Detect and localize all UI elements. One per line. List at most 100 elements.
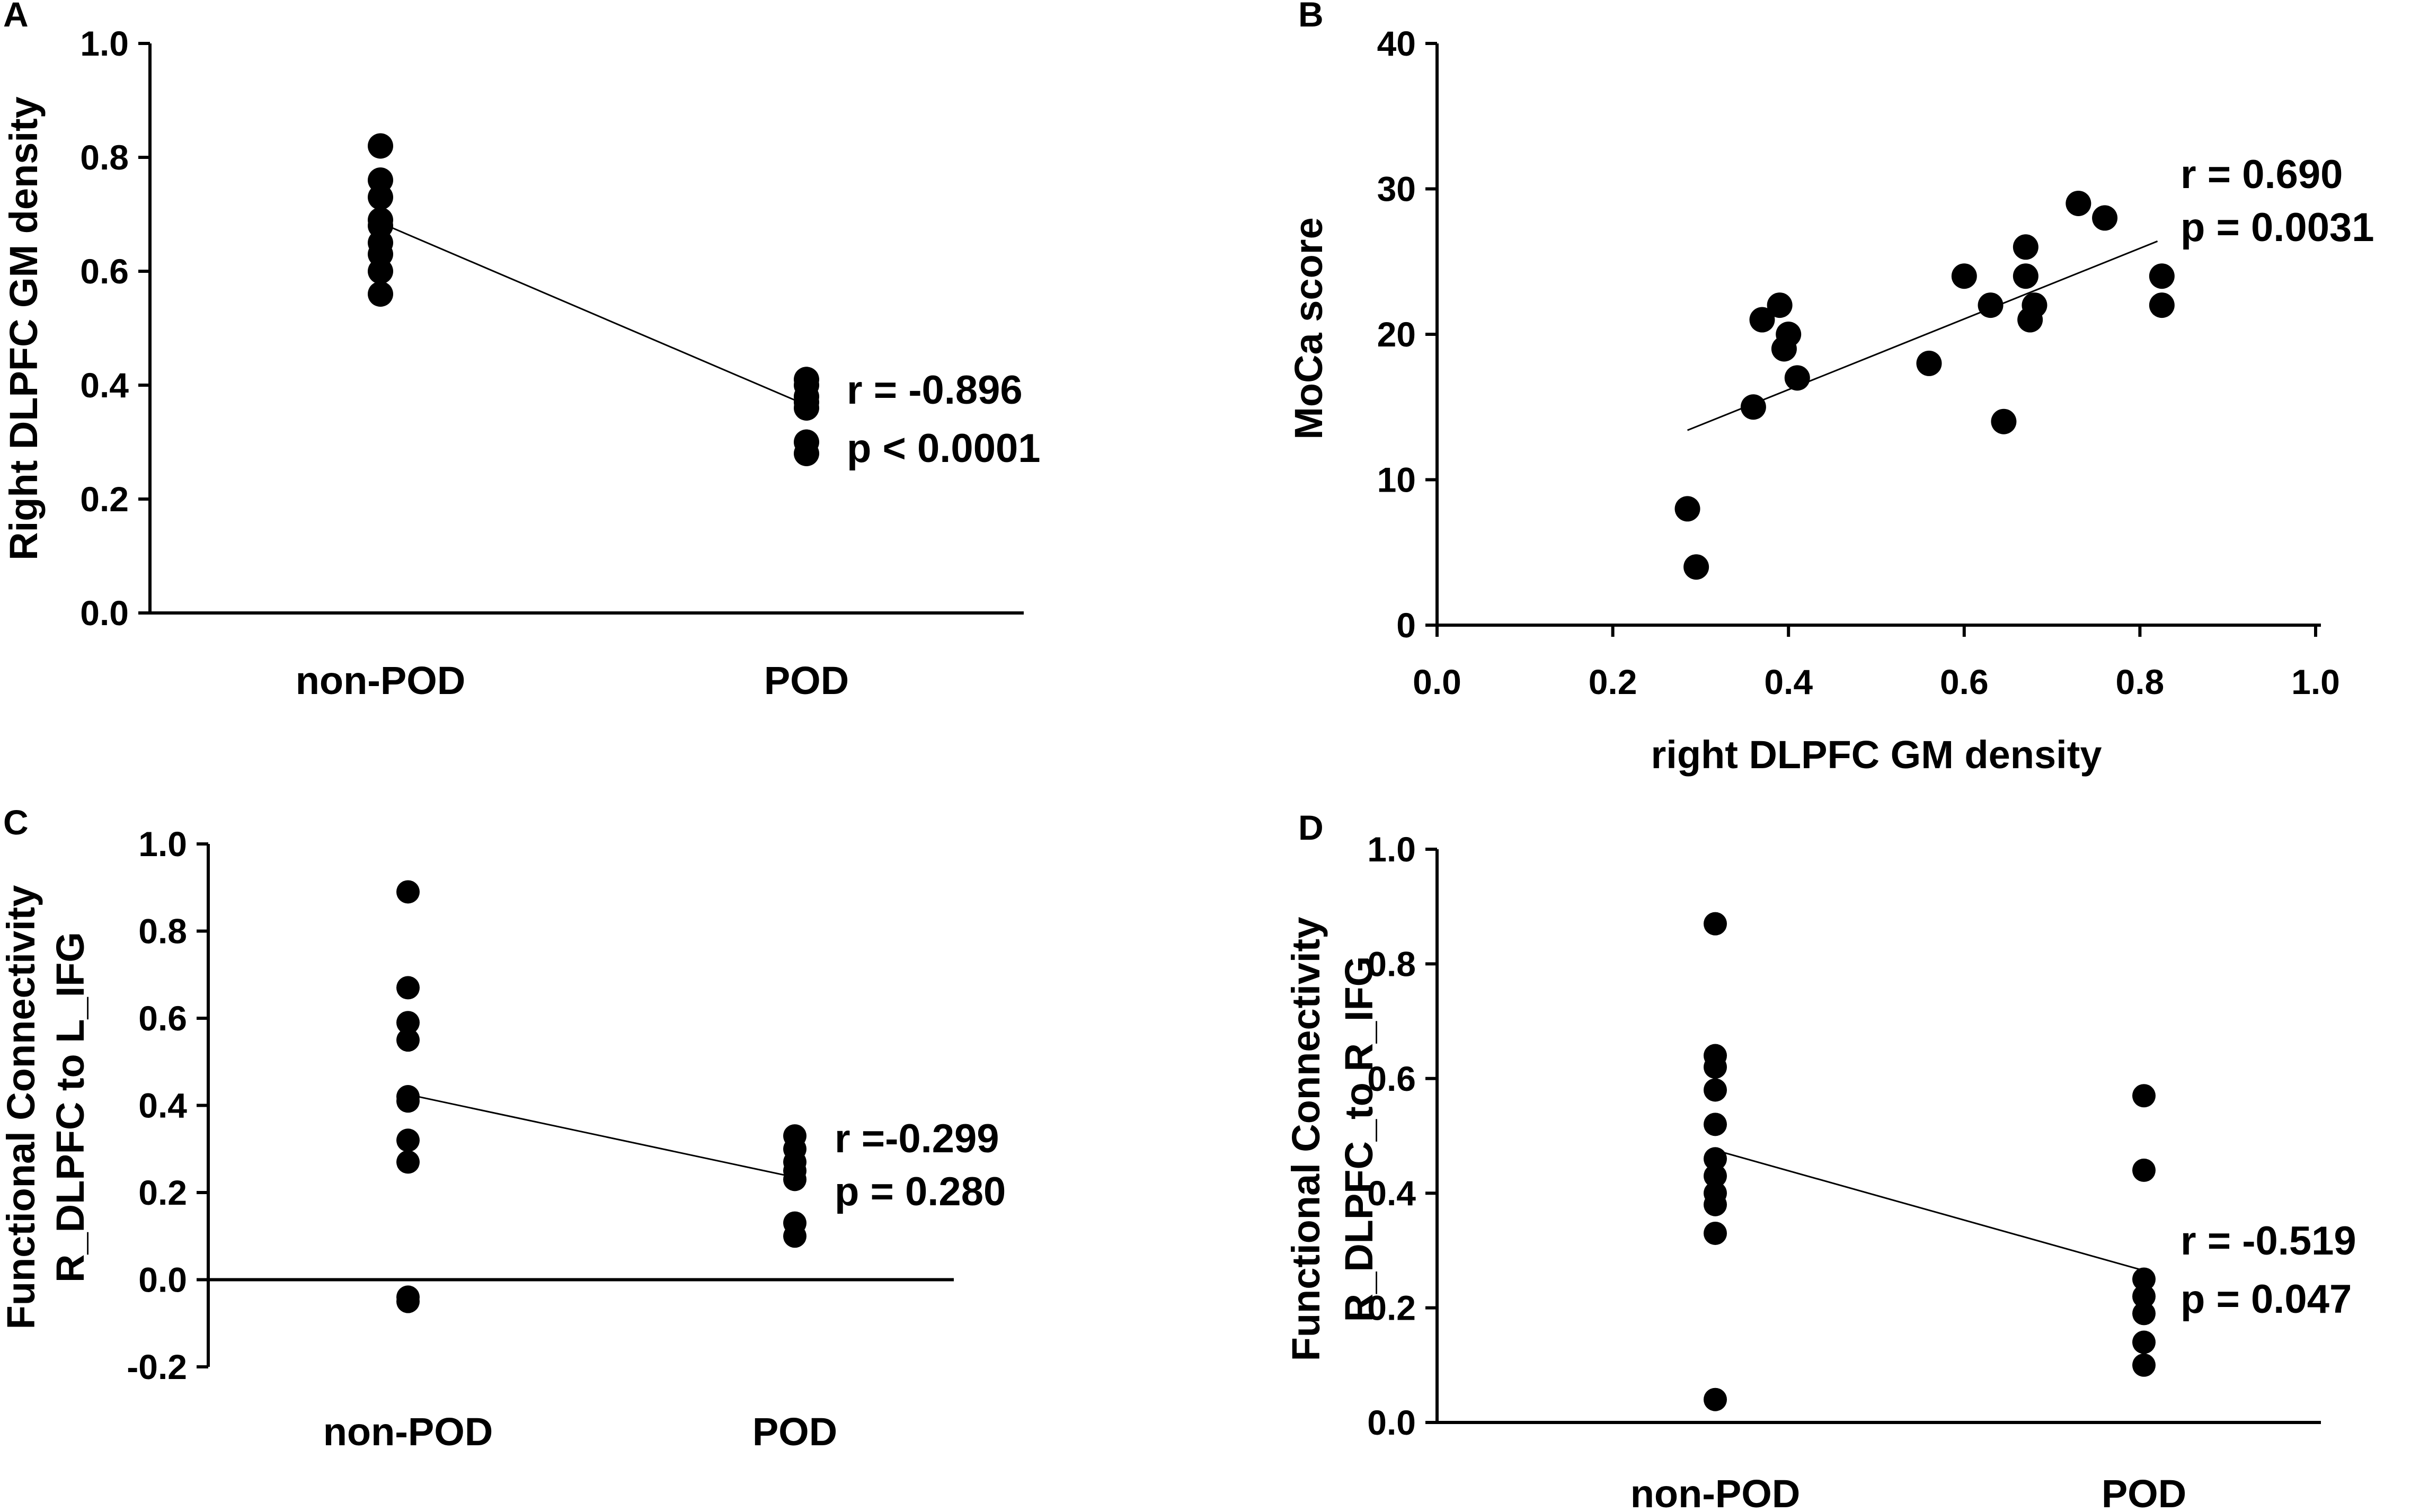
data-point <box>1704 912 1727 936</box>
y-tick-label: 10 <box>1377 460 1416 500</box>
data-point <box>1704 1147 1727 1171</box>
panel-label: C <box>3 803 29 842</box>
data-point <box>783 1168 806 1191</box>
x-tick-label: 1.0 <box>2291 662 2340 701</box>
stat-p: p = 0.047 <box>2180 1277 2352 1322</box>
data-point <box>2132 1330 2156 1354</box>
data-point <box>396 976 420 1000</box>
x-tick-label: 0.0 <box>1413 662 1461 701</box>
y-tick-label: 0.2 <box>80 479 129 519</box>
x-category-label: non-POD <box>1630 1472 1801 1512</box>
y-tick-label: 0.0 <box>138 1260 187 1300</box>
data-point <box>2132 1158 2156 1182</box>
y-axis-title-line2: R_DLPFC to L_IFG <box>48 932 92 1283</box>
data-point <box>1916 350 1942 376</box>
y-tick-label: 0.6 <box>1367 1059 1416 1098</box>
x-tick-label: 0.8 <box>2116 662 2165 701</box>
data-point <box>368 259 393 284</box>
data-point <box>396 1128 420 1152</box>
data-point <box>1740 394 1766 420</box>
stat-p: p = 0.280 <box>835 1169 1006 1214</box>
data-point <box>2132 1284 2156 1308</box>
y-tick-label: 0 <box>1396 606 1416 645</box>
data-point <box>368 133 393 159</box>
panel-d: D 0.0 0.2 0.4 0.6 0.8 1.0 Functional Connectivi… <box>1284 808 2356 1512</box>
data-point <box>2132 1084 2156 1108</box>
data-point <box>2066 190 2091 216</box>
data-point <box>2013 263 2038 289</box>
panel-label: D <box>1298 808 1324 847</box>
data-point <box>1704 1388 1727 1411</box>
data-point <box>2022 292 2047 318</box>
y-axis-title: Functional Connectivity <box>1284 917 1328 1362</box>
y-tick-label: 0.6 <box>80 252 129 291</box>
y-tick-label: 0.8 <box>1367 944 1416 983</box>
y-axis-title: MoCa score <box>1287 217 1331 439</box>
data-point <box>794 395 819 421</box>
x-category-label: non-POD <box>323 1410 493 1454</box>
y-tick-label: 0.8 <box>80 138 129 177</box>
x-category-label: non-POD <box>296 659 466 702</box>
x-tick-label: 0.4 <box>1764 662 1813 701</box>
y-axis-title: Functional Connectivity <box>0 885 43 1330</box>
y-tick-label: 1.0 <box>1367 830 1416 869</box>
data-point <box>396 1089 420 1113</box>
y-tick-label: 0.2 <box>138 1173 187 1212</box>
y-tick-label: 0.6 <box>138 999 187 1038</box>
data-point <box>1776 322 1802 347</box>
stat-r: r = 0.690 <box>2180 152 2343 197</box>
y-tick-label: -0.2 <box>127 1347 187 1386</box>
data-point <box>1674 496 1700 522</box>
data-point <box>396 1150 420 1174</box>
data-point <box>783 1224 806 1248</box>
y-tick-label: 0.4 <box>1367 1173 1416 1213</box>
panel-a: A 0.0 0.2 0.4 0.6 0.8 1.0 Right DLPFC GM densit… <box>2 0 1041 702</box>
data-point <box>2013 234 2038 260</box>
data-point <box>1704 1113 1727 1136</box>
data-point <box>396 1011 420 1035</box>
y-tick-label: 0.0 <box>80 593 129 633</box>
x-category-label: POD <box>752 1410 837 1454</box>
x-tick-label: 0.6 <box>1940 662 1989 701</box>
panel-label: B <box>1298 0 1324 34</box>
y-tick-label: 0.4 <box>80 366 129 405</box>
y-tick-label: 20 <box>1377 315 1416 354</box>
data-point <box>368 184 393 210</box>
data-point <box>1704 1164 1727 1188</box>
panel-label: A <box>3 0 29 34</box>
y-axis-title-line2: R_DLPFC_to R_IFG <box>1337 956 1381 1322</box>
data-point <box>2132 1353 2156 1377</box>
y-tick-label: 30 <box>1377 170 1416 209</box>
data-point <box>1683 554 1709 580</box>
data-point <box>1704 1078 1727 1102</box>
data-point <box>1704 1221 1727 1245</box>
fit-line <box>1687 240 2158 431</box>
x-category-label: POD <box>2102 1472 2186 1512</box>
data-point <box>2132 1302 2156 1326</box>
data-point <box>1978 292 2004 318</box>
data-point <box>396 1289 420 1313</box>
y-tick-label: 1.0 <box>138 824 187 864</box>
data-point <box>2149 263 2175 289</box>
data-point <box>1991 408 2017 434</box>
data-point <box>1704 1055 1727 1079</box>
stat-p: p = 0.0031 <box>2180 205 2374 250</box>
panel-c: C -0.2 0.0 0.2 0.4 0.6 0.8 1.0 Functional Connec… <box>0 803 1006 1454</box>
mean-line <box>1715 1149 2144 1271</box>
stat-r: r = -0.519 <box>2180 1219 2356 1264</box>
y-tick-label: 40 <box>1377 24 1416 63</box>
y-tick-label: 1.0 <box>80 24 129 63</box>
x-tick-label: 0.2 <box>1589 662 1637 701</box>
data-point <box>1749 307 1775 333</box>
stat-p: p < 0.0001 <box>847 426 1041 471</box>
mean-line <box>407 1093 795 1178</box>
y-tick-label: 0.4 <box>138 1086 187 1125</box>
data-point <box>2092 205 2118 231</box>
data-point <box>396 1028 420 1052</box>
data-point <box>1767 292 1793 318</box>
y-tick-label: 0.8 <box>138 912 187 951</box>
mean-line <box>380 222 807 406</box>
data-point <box>1704 1193 1727 1216</box>
stat-r: r =-0.299 <box>835 1116 999 1161</box>
